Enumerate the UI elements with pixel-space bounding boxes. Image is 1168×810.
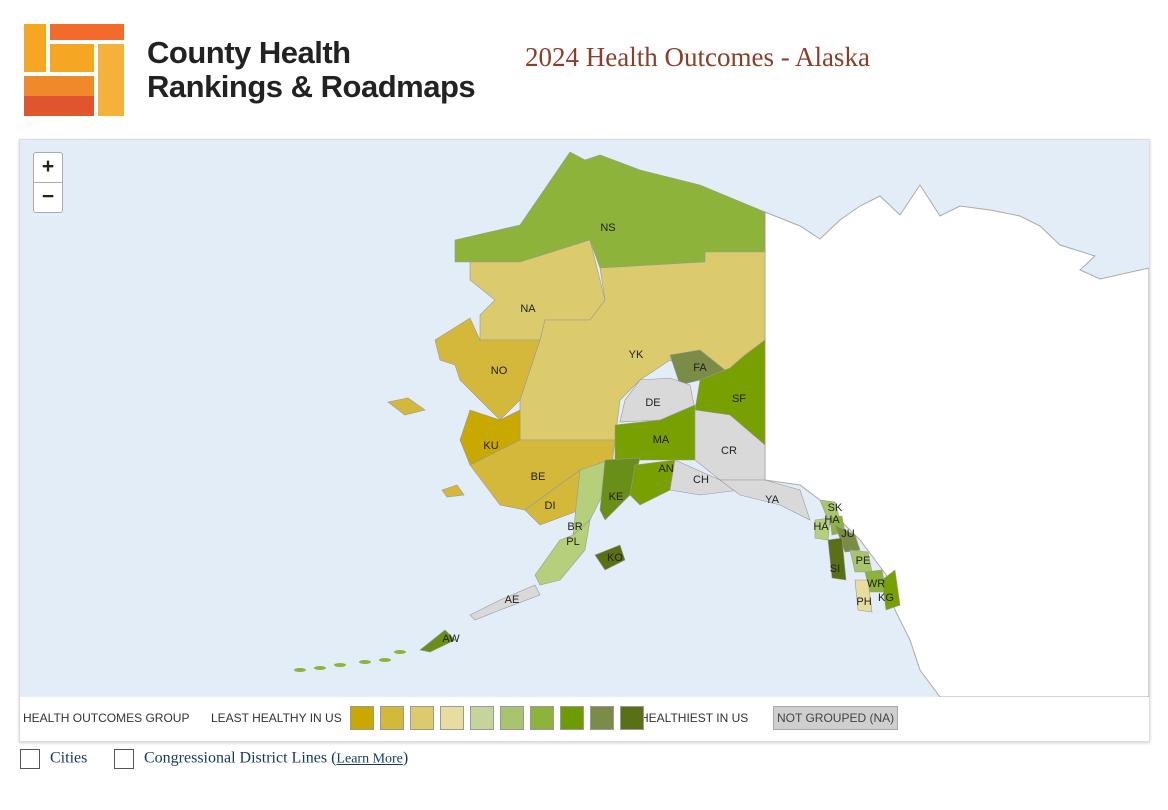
- legend-low: LEAST HEALTHY IN US: [211, 711, 342, 725]
- map-canvas[interactable]: NS NA YK NO FA SF DE MA CR KU BE DI BR PL KE AN KO CH YA AE…: [20, 140, 1149, 697]
- legend-swatch: [590, 706, 614, 730]
- region-label: PE: [856, 555, 871, 567]
- region-label: AN: [658, 463, 673, 475]
- legend-swatch: [560, 706, 584, 730]
- legend-swatch: [380, 706, 404, 730]
- region-label: PH: [856, 596, 871, 608]
- option-label: Cities: [50, 749, 88, 767]
- region[interactable]: [669, 459, 742, 496]
- region-label: PL: [566, 536, 579, 548]
- zoom-in[interactable]: +: [33, 152, 63, 183]
- checkbox[interactable]: [114, 749, 134, 769]
- island: [359, 660, 371, 664]
- region[interactable]: [719, 479, 811, 521]
- region[interactable]: [534, 519, 591, 586]
- region-label: BE: [531, 471, 546, 483]
- legend-high: HEALTHIEST IN US: [640, 711, 749, 725]
- region-label: JU: [841, 528, 855, 540]
- region-label: NS: [600, 222, 615, 234]
- legend-swatch: [620, 706, 644, 730]
- region[interactable]: [629, 459, 676, 506]
- region-label: YK: [629, 349, 644, 361]
- canada-land: [764, 184, 1149, 697]
- checkbox[interactable]: [20, 749, 40, 769]
- region-label: FA: [693, 362, 707, 374]
- legend-swatch: [470, 706, 494, 730]
- island: [394, 650, 406, 654]
- island: [314, 666, 326, 670]
- logo-mark: [24, 24, 124, 116]
- option[interactable]: Cities: [20, 749, 87, 769]
- legend-swatch: [500, 706, 524, 730]
- legend-swatch: [350, 706, 374, 730]
- map[interactable]: NS NA YK NO FA SF DE MA CR KU BE DI BR PL KE AN KO CH YA AE…: [19, 139, 1150, 742]
- island: [334, 663, 346, 667]
- island: [387, 397, 426, 416]
- logo-text: Rankings & Roadmaps: [147, 69, 476, 104]
- punct: ): [402, 749, 409, 767]
- legend-na: NOT GROUPED (NA): [773, 706, 899, 730]
- region-label: SK: [828, 502, 843, 514]
- region[interactable]: [881, 569, 901, 611]
- region-label: NA: [520, 303, 536, 315]
- legend: HEALTH OUTCOMES GROUP LEAST HEALTHY IN U…: [20, 697, 1149, 741]
- region-label: KG: [878, 592, 894, 604]
- region-label: KU: [483, 440, 498, 452]
- region-label: HA: [824, 514, 840, 526]
- region-label: KO: [607, 552, 623, 564]
- island: [379, 658, 391, 662]
- legend-title: HEALTH OUTCOMES GROUP: [23, 711, 190, 725]
- region[interactable]: [419, 629, 456, 653]
- page-title: 2024 Health Outcomes - Alaska: [525, 42, 870, 72]
- region[interactable]: [827, 537, 847, 581]
- region[interactable]: [854, 579, 873, 613]
- region[interactable]: [594, 544, 626, 571]
- learn-more-link[interactable]: Learn More: [336, 751, 403, 767]
- zoom-out[interactable]: −: [33, 182, 63, 213]
- region-label: YA: [765, 494, 780, 506]
- region-label: CH: [693, 474, 709, 486]
- region-label: SI: [830, 563, 840, 575]
- option-label: Congressional District Lines: [144, 749, 328, 767]
- island: [441, 484, 465, 498]
- logo-text: County Health: [147, 35, 351, 70]
- region-label: DI: [545, 500, 556, 512]
- option[interactable]: Congressional District Lines (Learn More…: [114, 749, 408, 769]
- legend-swatch: [410, 706, 434, 730]
- region-label: CR: [721, 445, 737, 457]
- region[interactable]: [469, 584, 541, 621]
- legend-swatch: [440, 706, 464, 730]
- region-label: HA: [813, 521, 829, 533]
- region-label: DE: [645, 397, 660, 409]
- region-label: NO: [491, 365, 508, 377]
- region-label: MA: [653, 434, 670, 446]
- region-label: AE: [505, 594, 520, 606]
- region-label: BR: [567, 521, 582, 533]
- region-label: SF: [732, 393, 746, 405]
- legend-swatch: [530, 706, 554, 730]
- island: [294, 668, 306, 672]
- region[interactable]: [599, 457, 641, 521]
- region-label: WR: [867, 578, 885, 590]
- region-label: AW: [442, 633, 460, 645]
- region-label: KE: [609, 491, 624, 503]
- punct: (: [331, 749, 337, 767]
